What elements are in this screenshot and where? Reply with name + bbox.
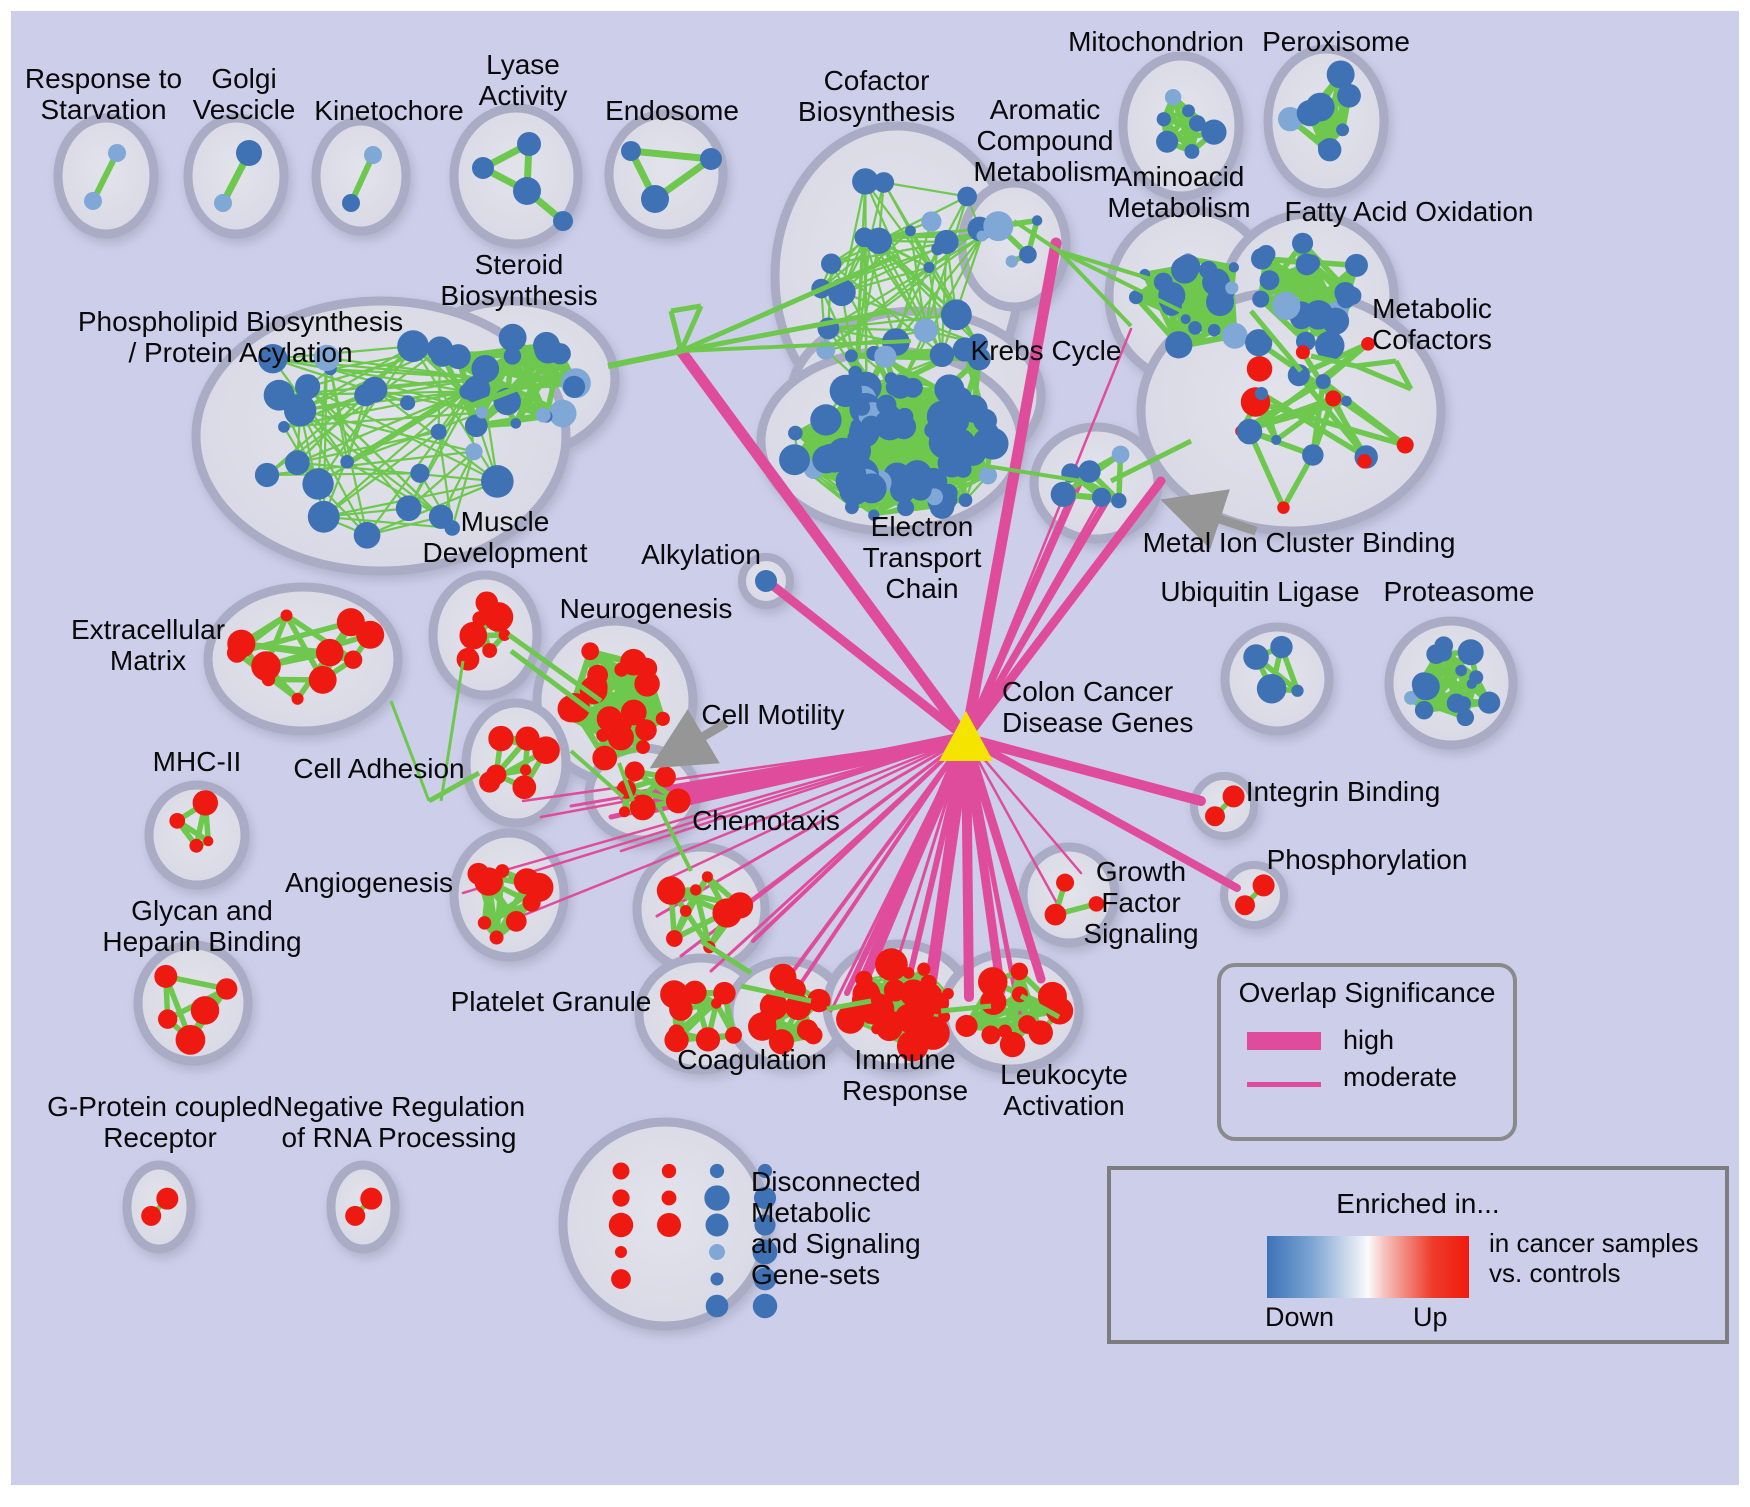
gradient-high-label: Up: [1413, 1302, 1448, 1332]
cluster-label-leukocyte-activation: Leukocyte Activation: [1000, 1059, 1128, 1121]
legend-moderate-label: moderate: [1343, 1062, 1458, 1092]
network-canvas[interactable]: Response to Starvation Golgi Vescicle Ki…: [11, 11, 1739, 1485]
cluster-label-aromatic-compound-metabolism: Aromatic Compound Metabolism: [973, 94, 1117, 187]
cluster-label-endosome: Endosome: [605, 95, 739, 126]
cluster-label-aminoacid-metabolism: Aminoacid Metabolism: [1107, 161, 1251, 223]
hub-edges-high: [461, 237, 1241, 1024]
cluster-label-phosphorylation: Phosphorylation: [1266, 844, 1468, 875]
cluster-label-metal-ion-cluster-binding: Metal Ion Cluster Binding: [1142, 527, 1456, 558]
moderate-significance-swatch: [1247, 1082, 1321, 1087]
cluster-label-kinetochore: Kinetochore: [314, 95, 464, 126]
cluster-label-extracellular-matrix: Extracellular Matrix: [70, 614, 226, 676]
legend-enriched-in: Enriched in... Down Up in cancer samples…: [1107, 1166, 1729, 1344]
cluster-label-krebs-cycle: Krebs Cycle: [970, 335, 1122, 366]
hub-node[interactable]: [939, 711, 993, 761]
cluster-label-negative-regulation-rna: Negative Regulation of RNA Processing: [272, 1091, 526, 1153]
cluster-label-mhc-ii: MHC-II: [152, 746, 242, 777]
cluster-label-disconnected-gene-sets: Disconnected Metabolic and Signaling Gen…: [751, 1166, 921, 1290]
nodes-small-top: [84, 132, 722, 231]
cluster-label-coagulation: Coagulation: [677, 1044, 827, 1075]
legend-enriched-caption: in cancer samples vs. controls: [1489, 1228, 1699, 1288]
cluster-label-ubiquitin-ligase: Ubiquitin Ligase: [1160, 576, 1360, 607]
cluster-label-lyase-activity: Lyase Activity: [478, 49, 568, 111]
cluster-label-electron-transport-chain: Electron Transport Chain: [862, 511, 982, 604]
legend-enriched-title: Enriched in...: [1336, 1188, 1500, 1219]
cluster-label-golgi-vescicle: Golgi Vescicle: [192, 63, 296, 125]
legend-overlap-row-moderate: moderate: [1221, 1056, 1513, 1093]
legend-high-label: high: [1343, 1025, 1395, 1055]
metal-ion-arrow: [1160, 489, 1258, 550]
cluster-label-cell-adhesion: Cell Adhesion: [293, 753, 465, 784]
gradient-low-label: Down: [1265, 1302, 1335, 1332]
legend-overlap-significance: Overlap Significance high moderate: [1217, 963, 1517, 1141]
cluster-label-angiogenesis: Angiogenesis: [284, 867, 454, 898]
cluster-label-peroxisome: Peroxisome: [1262, 26, 1410, 57]
enrichment-color-gradient: [1267, 1236, 1469, 1298]
cell-motility-arrow: [649, 709, 729, 769]
cluster-label-metabolic-cofactors: Metabolic Cofactors: [1372, 293, 1492, 355]
cluster-label-muscle-development: Muscle Development: [422, 506, 588, 568]
high-significance-swatch: [1247, 1031, 1321, 1050]
cluster-label-integrin-binding: Integrin Binding: [1245, 776, 1441, 807]
hub-label-colon-cancer: Colon Cancer Disease Genes: [1002, 676, 1194, 738]
cluster-label-cell-motility: Cell Motility: [701, 699, 845, 730]
cluster-label-glycan-heparin-binding: Glycan and Heparin Binding: [102, 895, 302, 957]
cluster-label-phospholipid-biosynthesis: Phospholipid Biosynthesis / Protein Acyl…: [77, 306, 404, 368]
cluster-label-immune-response: Immune Response: [841, 1044, 969, 1106]
cluster-label-chemotaxis: Chemotaxis: [692, 805, 840, 836]
legend-overlap-row-high: high: [1221, 1009, 1513, 1056]
cluster-label-fatty-acid-oxidation: Fatty Acid Oxidation: [1284, 196, 1534, 227]
cluster-label-response-to-starvation: Response to Starvation: [24, 63, 183, 125]
cluster-label-platelet-granule: Platelet Granule: [450, 986, 652, 1017]
cluster-networks: [84, 60, 1501, 1319]
cluster-label-gpcr: G-Protein coupled Receptor: [47, 1091, 273, 1153]
cluster-label-growth-factor-signaling: Growth Factor Signaling: [1083, 856, 1199, 949]
annotation-arrows: [649, 489, 1258, 769]
cluster-label-steroid-biosynthesis: Steroid Biosynthesis: [440, 249, 598, 311]
network-graph[interactable]: [11, 11, 1739, 1485]
inter-cluster-edges: [389, 219, 1414, 1020]
cluster-label-mitochondrion: Mitochondrion: [1068, 26, 1244, 57]
cluster-label-neurogenesis: Neurogenesis: [559, 593, 733, 624]
cluster-label-alkylation: Alkylation: [641, 539, 761, 570]
legend-overlap-title: Overlap Significance: [1238, 977, 1496, 1008]
cluster-label-proteasome: Proteasome: [1383, 576, 1535, 607]
cluster-label-cofactor-biosynthesis: Cofactor Biosynthesis: [797, 65, 956, 127]
